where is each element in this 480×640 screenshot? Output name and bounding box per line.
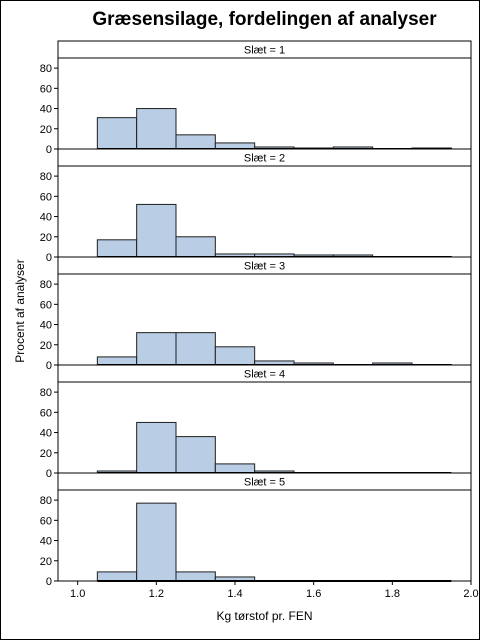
histogram-bar: [96, 571, 138, 582]
y-tick-label: 80: [40, 387, 52, 399]
histogram-bar: [175, 236, 216, 258]
histogram-bar: [214, 346, 256, 366]
y-tick-label: 40: [40, 212, 52, 224]
x-tick-label: 1.4: [227, 588, 242, 600]
histogram-bar: [96, 239, 138, 258]
panel-plot-area: [57, 273, 472, 366]
histogram-bar: [96, 356, 138, 366]
panel-strip-label: Slæt = 1: [244, 45, 285, 57]
y-tick-label: 0: [46, 576, 52, 588]
x-tick-label: 2.0: [463, 588, 478, 600]
y-tick-label: 40: [40, 536, 52, 548]
y-tick-label: 60: [40, 83, 52, 95]
panel-plot-area: [57, 381, 472, 474]
y-tick-label: 80: [40, 495, 52, 507]
histogram-bar: [175, 436, 216, 474]
histogram-bar: [136, 421, 177, 474]
histogram-bar: [136, 108, 177, 150]
histogram-bar: [214, 463, 256, 474]
histogram-bar: [136, 502, 177, 582]
y-tick-label: 0: [46, 252, 52, 264]
panel-plot-area: [57, 489, 472, 582]
y-tick-label: 60: [40, 299, 52, 311]
y-tick-label: 60: [40, 407, 52, 419]
y-tick-label: 40: [40, 104, 52, 116]
x-tick-label: 1.2: [149, 588, 164, 600]
panel-strip-label: Slæt = 2: [244, 153, 285, 165]
x-tick-label: 1.0: [70, 588, 85, 600]
histogram-bar: [175, 134, 216, 150]
x-axis-label: Kg tørstof pr. FEN: [216, 609, 313, 623]
histogram-bar: [136, 332, 177, 366]
y-tick-label: 60: [40, 515, 52, 527]
histogram-bar: [175, 571, 216, 582]
y-tick-label: 20: [40, 232, 52, 244]
panel-strip-label: Slæt = 4: [244, 369, 285, 381]
y-tick-label: 40: [40, 428, 52, 440]
y-tick-label: 20: [40, 124, 52, 136]
x-tick-label: 1.6: [306, 588, 321, 600]
y-tick-label: 80: [40, 63, 52, 75]
x-tick-label: 1.8: [385, 588, 400, 600]
y-tick-label: 80: [40, 171, 52, 183]
histogram-bar: [136, 203, 177, 258]
y-tick-label: 40: [40, 320, 52, 332]
panel-strip-label: Slæt = 5: [244, 477, 285, 489]
y-tick-label: 20: [40, 556, 52, 568]
y-tick-label: 0: [46, 144, 52, 156]
y-tick-label: 20: [40, 448, 52, 460]
y-tick-label: 60: [40, 191, 52, 203]
y-tick-label: 20: [40, 340, 52, 352]
panel-strip-label: Slæt = 3: [244, 261, 285, 273]
histogram-bar: [175, 332, 216, 366]
y-tick-label: 0: [46, 360, 52, 372]
y-tick-label: 80: [40, 279, 52, 291]
y-tick-label: 0: [46, 468, 52, 480]
y-axis-label: Procent af analyser: [13, 259, 27, 363]
chart-title: Græsensilage, fordelingen af analyser: [92, 9, 437, 30]
histogram-bar: [96, 117, 138, 150]
